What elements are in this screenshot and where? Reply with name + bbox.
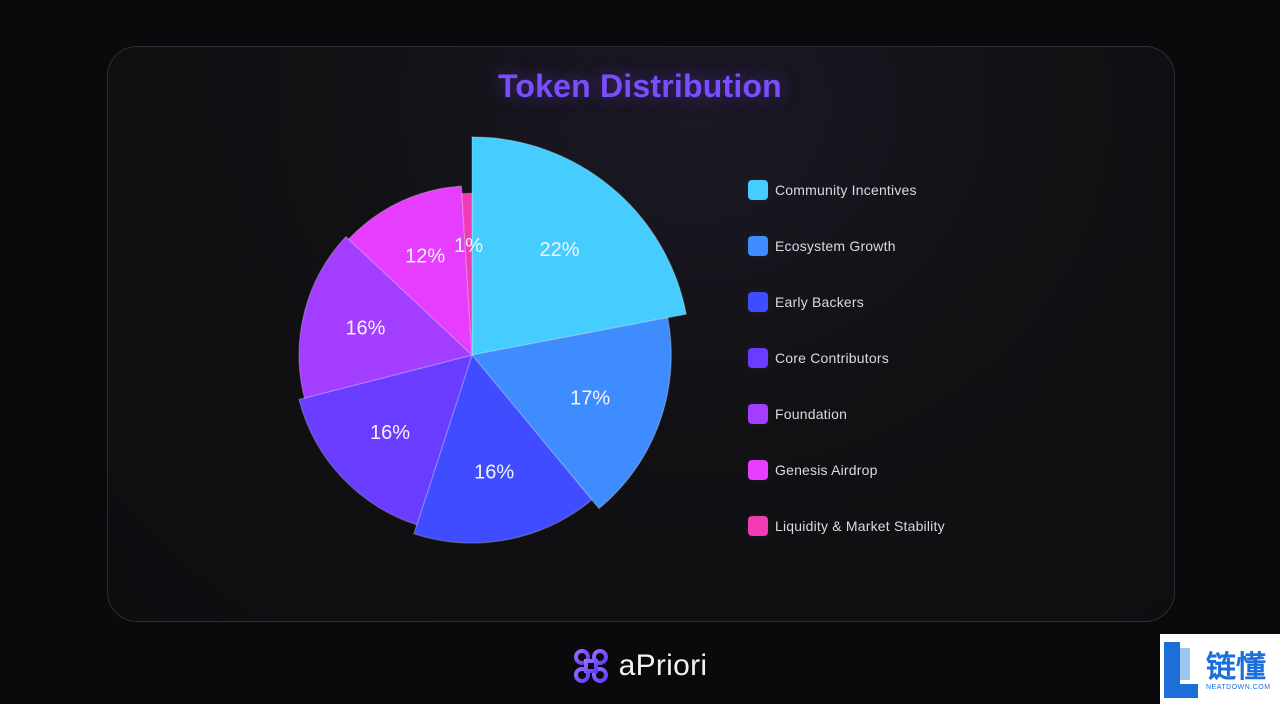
legend-label: Core Contributors [775,350,889,366]
pie-slice-5 [347,185,473,357]
legend-label: Early Backers [775,294,864,310]
slice-label-1: 17% [570,388,610,410]
legend-item-3: Core Contributors [748,347,945,369]
chart-title: Token Distribution [498,68,782,104]
legend-swatch [748,516,768,536]
legend-item-1: Ecosystem Growth [748,235,945,257]
slice-label-0: 22% [540,239,580,261]
legend-item-2: Early Backers [748,291,945,313]
footer-brand: aPriori [0,648,1280,684]
legend: Community Incentives Ecosystem Growth Earl… [748,179,945,571]
pie-slice-2 [413,353,593,544]
legend-item-5: Genesis Airdrop [748,459,945,481]
legend-label: Community Incentives [775,182,917,198]
legend-item-4: Foundation [748,403,945,425]
slice-label-4: 16% [345,318,385,340]
pie-slice-6 [461,192,473,356]
legend-swatch [748,348,768,368]
legend-label: Ecosystem Growth [775,238,896,254]
legend-swatch [748,404,768,424]
legend-swatch [748,292,768,312]
brand-name: aPriori [618,649,708,682]
legend-swatch [748,460,768,480]
watermark-subtext: NEATDOWN.COM [1206,684,1271,691]
watermark-text: 链懂 [1206,651,1266,684]
legend-swatch [748,180,768,200]
slice-label-2: 16% [474,461,514,483]
neatdown-logo-icon [1164,642,1198,698]
legend-label: Liquidity & Market Stability [775,518,945,534]
apriori-logo-icon [573,649,608,683]
pie-slice-1 [470,316,672,510]
watermark: 链懂 NEATDOWN.COM [1160,634,1280,704]
slice-label-5: 12% [405,245,445,267]
slice-label-3: 16% [370,422,410,444]
pie-slice-0 [471,136,687,356]
legend-label: Foundation [775,406,848,422]
pie-slice-3 [298,354,473,526]
legend-item-6: Liquidity & Market Stability [748,515,945,537]
legend-item-0: Community Incentives [748,179,945,201]
slice-label-6: 1% [454,235,483,257]
legend-swatch [748,236,768,256]
pie-slice-4 [298,235,474,399]
legend-label: Genesis Airdrop [775,462,878,478]
